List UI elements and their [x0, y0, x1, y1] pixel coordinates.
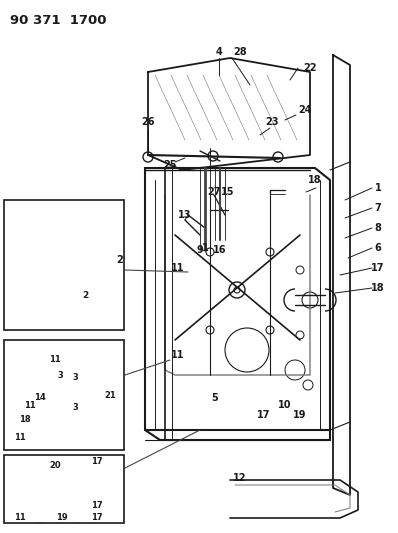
Text: 16: 16 — [213, 245, 227, 255]
Text: 15: 15 — [221, 187, 235, 197]
Text: 18: 18 — [19, 416, 31, 424]
Bar — [4, 340, 124, 450]
Text: 11: 11 — [171, 350, 185, 360]
Bar — [4, 200, 124, 330]
Text: 4: 4 — [216, 47, 222, 57]
Text: 5: 5 — [212, 393, 219, 403]
Text: 7: 7 — [375, 203, 381, 213]
Text: 2: 2 — [117, 255, 123, 265]
Text: 22: 22 — [303, 63, 317, 73]
Text: 3: 3 — [72, 374, 78, 383]
Text: 1: 1 — [202, 243, 209, 253]
Text: 17: 17 — [91, 513, 103, 522]
Text: 14: 14 — [34, 393, 46, 402]
Text: 19: 19 — [293, 410, 307, 420]
Text: 11: 11 — [24, 400, 36, 409]
Text: 19: 19 — [56, 513, 68, 522]
Text: 11: 11 — [49, 356, 61, 365]
Text: 12: 12 — [233, 473, 247, 483]
Text: 17: 17 — [257, 410, 271, 420]
Text: 11: 11 — [14, 513, 26, 522]
Text: 9: 9 — [197, 245, 203, 255]
Text: 23: 23 — [265, 117, 279, 127]
Text: 13: 13 — [178, 210, 192, 220]
Text: 24: 24 — [298, 105, 312, 115]
Text: 8: 8 — [375, 223, 381, 233]
Text: 27: 27 — [207, 187, 221, 197]
Text: 10: 10 — [278, 400, 292, 410]
Text: 17: 17 — [91, 500, 103, 510]
Text: 18: 18 — [371, 283, 385, 293]
Text: 21: 21 — [104, 391, 116, 400]
Text: 28: 28 — [233, 47, 247, 57]
Text: 25: 25 — [163, 160, 177, 170]
Text: 26: 26 — [141, 117, 155, 127]
Text: 11: 11 — [14, 433, 26, 442]
Bar — [42, 468, 94, 496]
Text: 11: 11 — [171, 263, 185, 273]
Text: 18: 18 — [308, 175, 322, 185]
Text: 17: 17 — [91, 457, 103, 466]
Text: 20: 20 — [49, 461, 61, 470]
Text: 90 371  1700: 90 371 1700 — [10, 14, 107, 27]
Bar — [4, 455, 124, 523]
Text: 17: 17 — [371, 263, 385, 273]
Text: 6: 6 — [375, 243, 381, 253]
Text: 3: 3 — [57, 370, 63, 379]
Text: 3: 3 — [72, 403, 78, 413]
Text: 1: 1 — [375, 183, 381, 193]
Text: 2: 2 — [82, 290, 88, 300]
